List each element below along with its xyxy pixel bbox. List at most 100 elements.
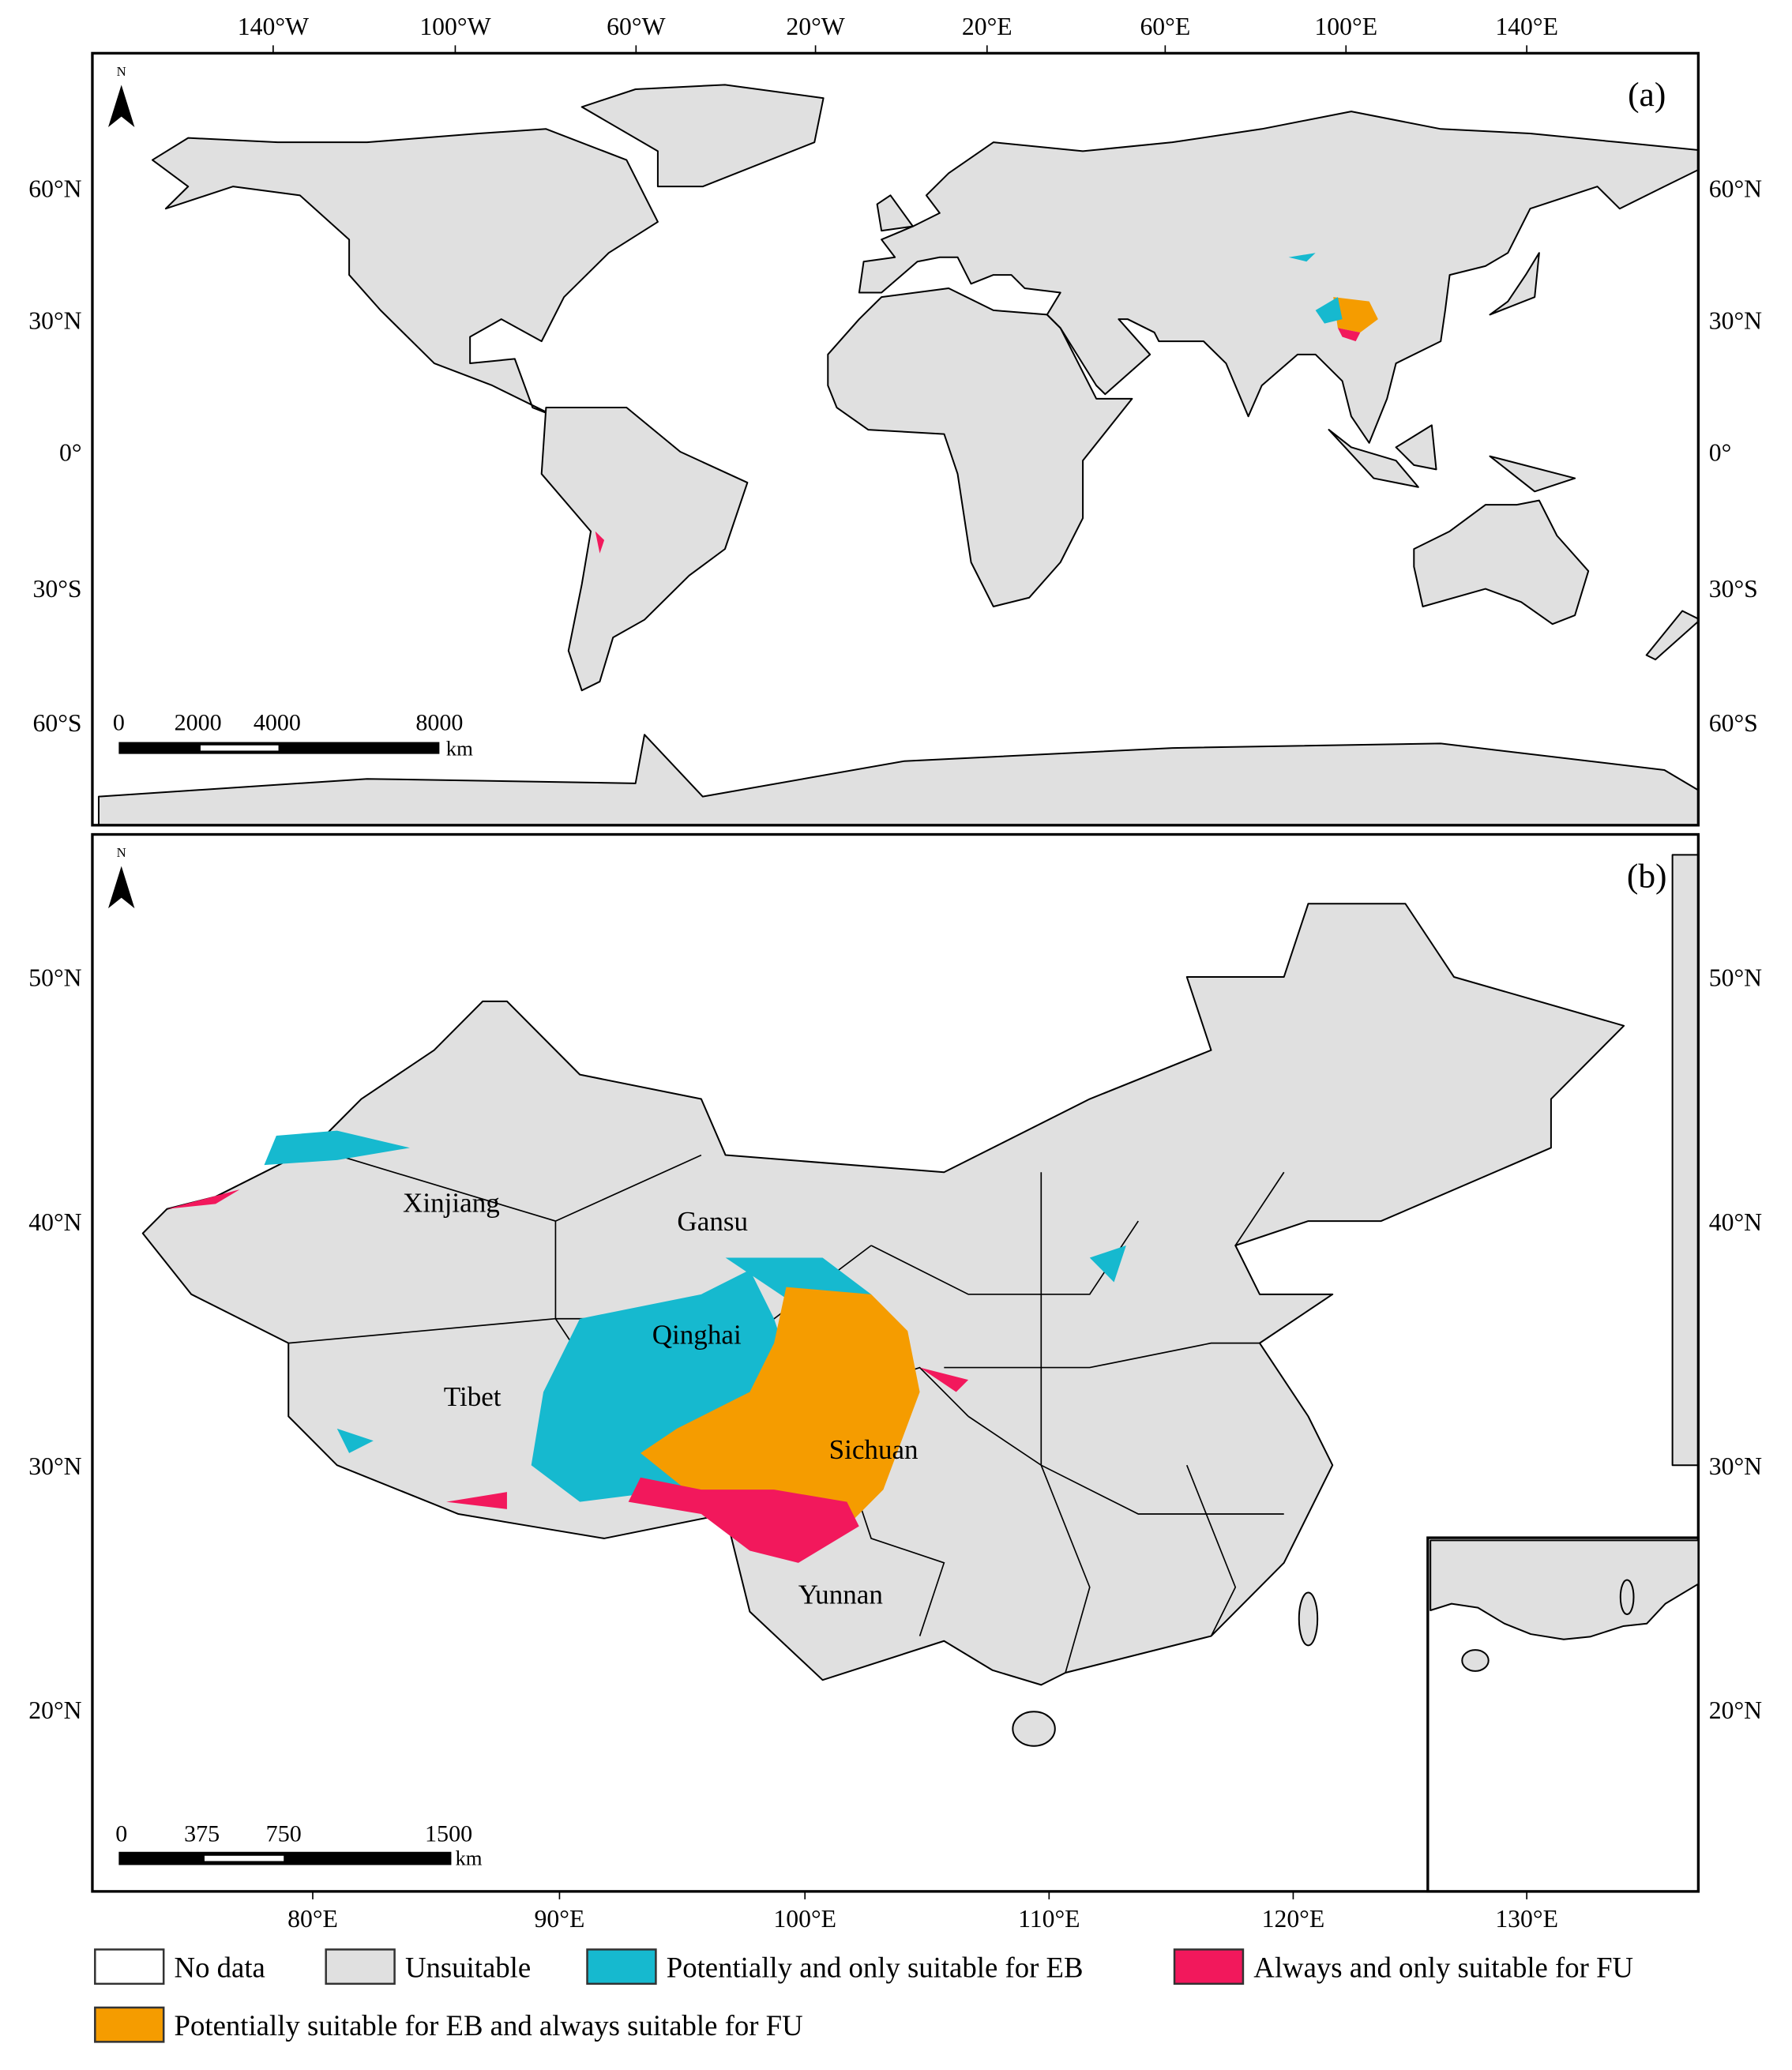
- x-tick-label: 140°W: [238, 13, 309, 40]
- suitable-area: [264, 1130, 410, 1166]
- province-border: [1185, 1464, 1237, 1636]
- province-border: [1040, 1172, 1091, 1674]
- landmass: [1328, 429, 1419, 488]
- island: [1298, 1591, 1319, 1647]
- place-label: Gansu: [677, 1206, 748, 1237]
- legend-swatch: [94, 2006, 165, 2043]
- place-label: Tibet: [444, 1381, 502, 1412]
- legend-swatch: [94, 1948, 165, 1985]
- landmass: [151, 128, 659, 418]
- suitable-area: [628, 1477, 859, 1563]
- labels: 140°W 100°W 60°W 20°W 20°E 60°E 100°E 140°E 60°N…: [28, 13, 1762, 2043]
- panel-label: (b): [1627, 857, 1667, 895]
- province-border: [288, 1317, 556, 1344]
- x-tick-label: 20°E: [962, 13, 1012, 40]
- province-border: [1234, 1171, 1285, 1246]
- landmass: [827, 287, 1133, 607]
- scale-label: 0: [113, 709, 125, 736]
- scale-label: 2000: [175, 709, 222, 736]
- x-tick-label: 110°E: [1018, 1905, 1080, 1933]
- legend-label: Potentially and only suitable for EB: [667, 1951, 1084, 1983]
- y-tick-label: 60°N: [1709, 175, 1762, 203]
- y-tick-label: 0°: [59, 439, 82, 467]
- suitable-area: [641, 1287, 920, 1527]
- panel-label: (a): [1628, 76, 1666, 114]
- x-tick-label: 100°E: [1314, 13, 1377, 40]
- north-label: N: [117, 845, 126, 860]
- scale-label: 750: [266, 1820, 302, 1846]
- panel-a-frame: [91, 51, 1700, 827]
- place-label: Xinjiang: [403, 1187, 500, 1218]
- scale-label: 0: [115, 1820, 127, 1846]
- y-tick-label: 60°S: [1709, 709, 1758, 737]
- scale-bar: [118, 1851, 452, 1865]
- y-tick-label: 0°: [1709, 439, 1732, 467]
- x-tick-label: 100°E: [773, 1905, 836, 1933]
- y-tick-label: 30°N: [28, 307, 81, 335]
- landmass: [876, 194, 914, 232]
- landmass: [97, 734, 1699, 825]
- suitable-area: [919, 1367, 969, 1392]
- x-tick-label: 60°W: [607, 13, 665, 40]
- legend-swatch: [586, 1948, 657, 1985]
- legend-swatch: [325, 1948, 396, 1985]
- y-tick-label: 60°N: [28, 175, 81, 203]
- province-border: [944, 1342, 1260, 1369]
- north-arrow: N: [108, 845, 135, 909]
- x-tick-label: 100°W: [419, 13, 490, 40]
- place-label: Sichuan: [829, 1434, 919, 1465]
- suitable-area: [1315, 297, 1343, 324]
- landmass: [858, 111, 1699, 444]
- world-map: [97, 84, 1699, 825]
- country: [141, 903, 1625, 1686]
- place-label: Yunnan: [798, 1580, 884, 1610]
- island: [1012, 1711, 1056, 1747]
- scale-unit: km: [446, 736, 473, 760]
- suitable-area: [1288, 253, 1316, 262]
- landmass: [1413, 499, 1590, 626]
- suitable-area: [595, 531, 605, 554]
- y-tick-label: 50°N: [1709, 964, 1762, 992]
- panel-b-frame: [91, 832, 1700, 1893]
- x-tick-label: 60°E: [1140, 13, 1190, 40]
- landmass: [1489, 252, 1540, 316]
- y-tick-label: 40°N: [1709, 1208, 1762, 1236]
- neighbour: [1671, 854, 1699, 1467]
- scale-bar: [118, 742, 440, 754]
- north-label: N: [117, 64, 126, 79]
- x-tick-label: 90°E: [535, 1905, 585, 1933]
- landmass: [1489, 455, 1576, 493]
- y-tick-label: 30°S: [33, 575, 82, 603]
- y-tick-label: 30°N: [1709, 1452, 1762, 1480]
- north-arrow: N: [108, 64, 135, 127]
- scale-bar-segment: [200, 745, 279, 751]
- suitable-area: [336, 1428, 374, 1453]
- suitable-area: [1089, 1245, 1126, 1283]
- y-tick-label: 50°N: [28, 964, 81, 992]
- landmass: [1645, 610, 1699, 661]
- place-label: Qinghai: [652, 1319, 742, 1350]
- x-tick-label: 80°E: [287, 1905, 338, 1933]
- y-tick-label: 40°N: [28, 1208, 81, 1236]
- suitable-area: [167, 1189, 240, 1209]
- landmass: [580, 84, 825, 188]
- scale-bar-segment: [204, 1855, 284, 1861]
- suitable-area: [446, 1492, 507, 1509]
- legend-label: Potentially suitable for EB and always s…: [175, 2009, 803, 2042]
- landmass: [540, 407, 749, 692]
- scale-label: 4000: [254, 709, 301, 736]
- x-tick-label: 120°E: [1262, 1905, 1325, 1933]
- legend-swatch: [1173, 1948, 1245, 1985]
- landmass: [1395, 424, 1437, 471]
- legend-label: Always and only suitable for FU: [1253, 1951, 1633, 1983]
- y-tick-label: 20°N: [1709, 1696, 1762, 1724]
- inset-map: [1429, 1539, 1700, 1672]
- province-border: [967, 1415, 1284, 1515]
- legend-label: Unsuitable: [405, 1951, 531, 1983]
- scale-label: 1500: [425, 1820, 472, 1846]
- suitable-area: [1337, 328, 1361, 342]
- x-tick-label: 140°E: [1495, 13, 1558, 40]
- x-tick-label: 20°W: [786, 13, 844, 40]
